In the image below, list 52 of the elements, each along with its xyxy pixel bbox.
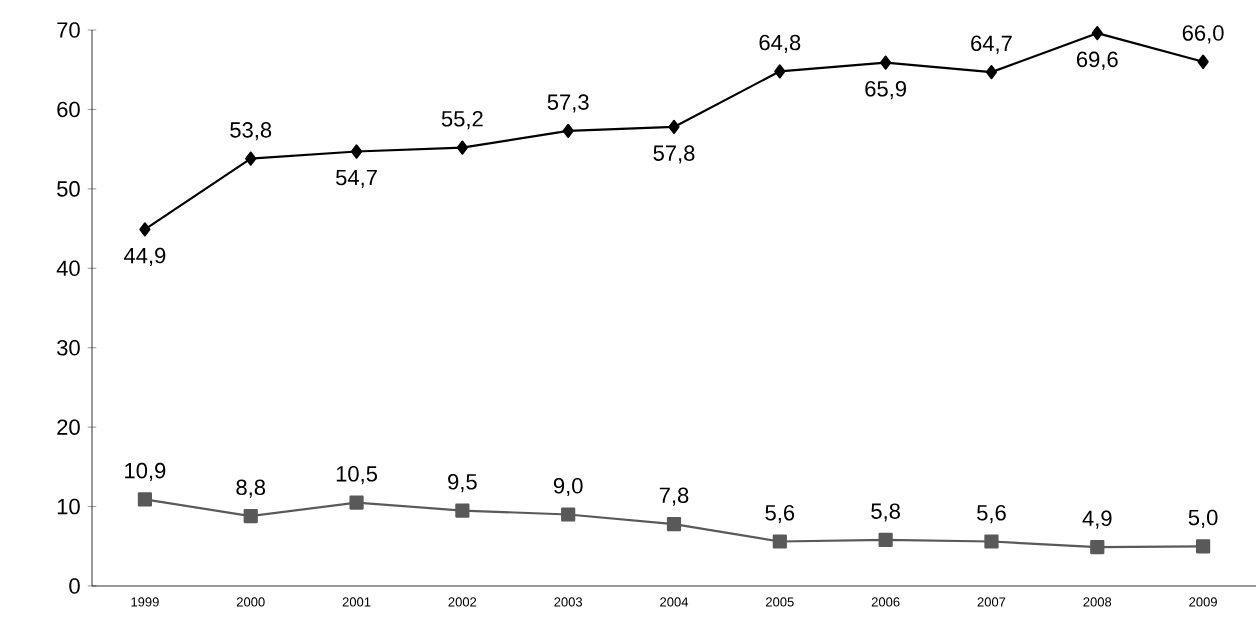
point bbox=[772, 534, 787, 549]
point bbox=[455, 503, 470, 518]
point bbox=[774, 64, 786, 79]
point bbox=[878, 532, 893, 548]
data-label: 5,6 bbox=[765, 504, 795, 524]
point bbox=[668, 119, 680, 134]
point bbox=[666, 516, 682, 532]
y-tick-label: 10 bbox=[57, 498, 80, 515]
data-label: 7,8 bbox=[659, 487, 689, 506]
data-label: 9,5 bbox=[448, 473, 477, 493]
data-label: 9,0 bbox=[553, 477, 583, 497]
data-label: 8,8 bbox=[236, 479, 266, 498]
data-label: 4,9 bbox=[1082, 510, 1112, 529]
point bbox=[1090, 539, 1105, 555]
data-label: 54,7 bbox=[336, 169, 377, 188]
point bbox=[880, 55, 892, 70]
point bbox=[137, 492, 153, 507]
point bbox=[561, 507, 576, 522]
data-label: 64,7 bbox=[971, 35, 1012, 54]
data-label: 5,0 bbox=[1188, 509, 1218, 528]
data-label: 44,9 bbox=[124, 247, 166, 266]
data-label: 64,8 bbox=[759, 34, 801, 53]
y-tick-label: 50 bbox=[57, 181, 80, 197]
point bbox=[1091, 26, 1103, 41]
data-label: 10,9 bbox=[125, 462, 166, 482]
point bbox=[562, 123, 574, 138]
y-tick-label: 60 bbox=[57, 101, 80, 118]
point bbox=[984, 534, 999, 549]
data-label: 66,0 bbox=[1182, 25, 1224, 44]
y-tick-label: 40 bbox=[56, 260, 80, 277]
data-label: 5,6 bbox=[977, 504, 1006, 524]
point bbox=[350, 144, 363, 159]
point bbox=[1196, 539, 1211, 554]
data-label: 65,9 bbox=[865, 80, 907, 100]
data-label: 5,8 bbox=[871, 503, 900, 522]
data-label: 57,8 bbox=[653, 145, 695, 164]
y-tick-label: 20 bbox=[57, 419, 80, 435]
point bbox=[245, 151, 257, 166]
point bbox=[456, 140, 468, 155]
data-label: 10,5 bbox=[336, 466, 378, 485]
data-label: 53,8 bbox=[230, 122, 272, 141]
point bbox=[985, 65, 998, 80]
y-tick-label: 30 bbox=[57, 339, 80, 356]
point bbox=[349, 495, 364, 510]
data-label: 69,6 bbox=[1077, 51, 1118, 70]
point bbox=[243, 509, 258, 524]
y-tick-label: 0 bbox=[69, 578, 80, 594]
data-label: 55,2 bbox=[441, 111, 483, 130]
point bbox=[139, 222, 151, 237]
data-label: 57,3 bbox=[547, 94, 589, 113]
y-tick-label: 70 bbox=[57, 22, 80, 38]
point bbox=[1197, 54, 1209, 69]
